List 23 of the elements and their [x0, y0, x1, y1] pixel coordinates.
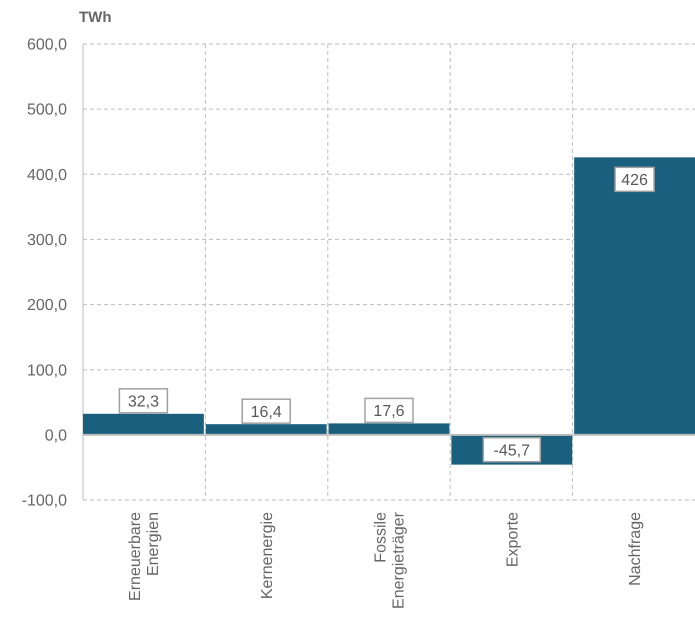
data-label: 32,3 [128, 393, 160, 410]
data-label: -45,7 [494, 442, 530, 460]
x-tick-label: Fossile Energieträger [372, 511, 408, 609]
bar [83, 414, 204, 435]
y-tick-label: 400,0 [26, 166, 68, 184]
bar [206, 424, 327, 435]
x-tick-label: Nachfrage [627, 512, 644, 586]
x-tick-label: Erneuerbare Energien [127, 512, 162, 601]
y-tick-label: -100,0 [22, 492, 68, 510]
bar [574, 157, 695, 435]
y-tick-label: 0,0 [44, 427, 68, 444]
y-tick-label: 200,0 [26, 297, 68, 314]
data-label: 16,4 [250, 404, 282, 421]
x-tick-label: Exporte [504, 512, 522, 568]
data-label: 426 [621, 172, 648, 189]
y-tick-label: 300,0 [26, 232, 68, 250]
x-tick-label: Kernenergie [258, 512, 276, 600]
y-axis-title: TWh [79, 9, 112, 26]
y-tick-label: 100,0 [26, 362, 68, 380]
bar [328, 423, 450, 435]
data-label: 17,6 [373, 402, 405, 420]
y-tick-label: 600,0 [26, 36, 68, 54]
y-tick-label: 500,0 [26, 102, 68, 119]
